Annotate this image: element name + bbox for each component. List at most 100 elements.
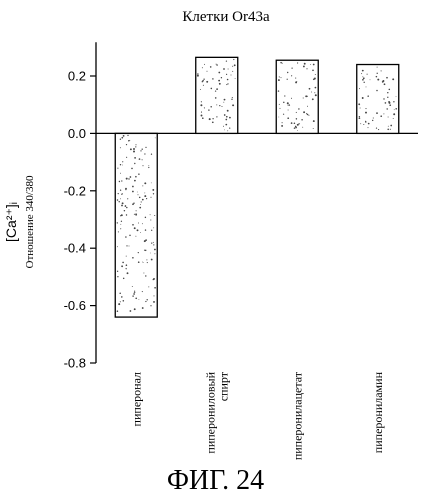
bar-texture-dot (151, 242, 152, 243)
bar-texture-dot (125, 236, 127, 238)
bar-texture-dot (297, 130, 298, 131)
bar-texture-dot (120, 138, 121, 139)
bar-texture-dot (216, 64, 217, 65)
bar (357, 65, 399, 134)
bar-texture-dot (206, 81, 208, 83)
bar-texture-dot (219, 83, 221, 85)
bar-group (115, 133, 157, 317)
bar-texture-dot (119, 293, 121, 295)
bar-texture-dot (291, 67, 292, 68)
y-axis-label-text: [Ca²⁺]ᵢ (3, 202, 19, 242)
bar-texture-dot (359, 88, 360, 89)
bar-texture-dot (287, 102, 289, 104)
bar-texture-dot (124, 210, 125, 211)
bar-texture-dot (311, 92, 312, 93)
bar-texture-dot (130, 148, 132, 150)
bar-texture-dot (151, 154, 152, 155)
bar-texture-dot (126, 157, 127, 158)
bar-texture-dot (146, 198, 147, 199)
bar-texture-dot (138, 222, 139, 223)
bar-texture-dot (145, 229, 146, 230)
bar-texture-dot (120, 301, 121, 302)
bar-texture-dot (148, 165, 149, 166)
bar-texture-dot (363, 82, 364, 83)
bar-texture-dot (315, 94, 317, 96)
bar-texture-dot (377, 73, 378, 74)
bar-texture-dot (226, 84, 227, 85)
y-tick-label: -0.6 (64, 298, 86, 313)
bar-texture-dot (232, 71, 233, 72)
bar-texture-dot (226, 60, 227, 61)
bar-texture-dot (359, 117, 361, 119)
bar-texture-dot (216, 88, 218, 90)
bar-texture-dot (393, 101, 394, 102)
bar-texture-dot (221, 106, 222, 107)
bar-texture-dot (388, 101, 390, 103)
bar-texture-dot (145, 239, 147, 241)
bar-texture-dot (132, 191, 134, 193)
bar-texture-dot (128, 178, 129, 179)
bar-texture-dot (150, 214, 151, 215)
bar-texture-dot (368, 127, 369, 128)
bar-texture-dot (395, 108, 397, 110)
bar-texture-dot (135, 236, 136, 237)
bar-texture-dot (197, 73, 199, 75)
bar-texture-dot (387, 92, 388, 93)
bar-texture-dot (117, 276, 118, 277)
bar-texture-dot (144, 250, 145, 251)
bar-texture-dot (120, 198, 121, 199)
bar (196, 57, 238, 133)
bar-texture-dot (134, 291, 136, 293)
bar-texture-dot (137, 192, 138, 193)
bar-group (357, 65, 399, 134)
bar-texture-dot (287, 79, 288, 80)
bar-texture-dot (307, 106, 308, 107)
bar-texture-dot (363, 77, 365, 79)
bar-texture-dot (288, 110, 289, 111)
bar-texture-dot (141, 201, 142, 202)
bar-texture-dot (202, 117, 204, 119)
bar-texture-dot (378, 129, 379, 130)
bar-texture-dot (385, 102, 387, 104)
bar-texture-dot (390, 125, 392, 127)
bar-texture-dot (384, 83, 386, 85)
bar-texture-dot (212, 121, 214, 123)
bar-texture-dot (216, 104, 217, 105)
bar-texture-dot (315, 87, 317, 89)
bar-texture-dot (387, 97, 388, 98)
bar-texture-dot (127, 272, 129, 274)
bar-texture-dot (235, 78, 236, 79)
bar-texture-dot (144, 182, 146, 184)
bar-texture-dot (127, 198, 128, 199)
bar-texture-dot (287, 117, 289, 119)
bar-texture-dot (386, 77, 388, 79)
bar-texture-dot (145, 301, 146, 302)
bar-texture-dot (309, 88, 311, 90)
bar-texture-dot (201, 112, 202, 113)
bar-texture-dot (204, 64, 205, 65)
bar-texture-dot (308, 115, 309, 116)
bar-texture-dot (396, 96, 397, 97)
bar-texture-dot (123, 278, 124, 279)
bar-texture-dot (393, 113, 395, 115)
bar-texture-dot (365, 108, 366, 109)
bar-texture-dot (142, 149, 143, 150)
bar-texture-dot (361, 73, 362, 74)
bar-texture-dot (153, 193, 154, 194)
bar-texture-dot (301, 119, 303, 121)
bar-texture-dot (200, 89, 201, 90)
bar-texture-dot (122, 193, 123, 194)
bar-texture-dot (281, 77, 282, 78)
bar-texture-dot (123, 135, 125, 137)
bar-texture-dot (210, 106, 212, 108)
bar-texture-dot (121, 137, 123, 139)
bar-texture-dot (377, 67, 378, 68)
bar-texture-dot (297, 124, 299, 126)
bar-texture-dot (219, 105, 220, 106)
bar-texture-dot (126, 256, 127, 257)
bar-texture-dot (120, 224, 121, 225)
bar-texture-dot (132, 203, 134, 205)
bar-texture-dot (216, 116, 217, 117)
bar-texture-dot (232, 97, 233, 98)
bar-texture-dot (201, 115, 203, 117)
